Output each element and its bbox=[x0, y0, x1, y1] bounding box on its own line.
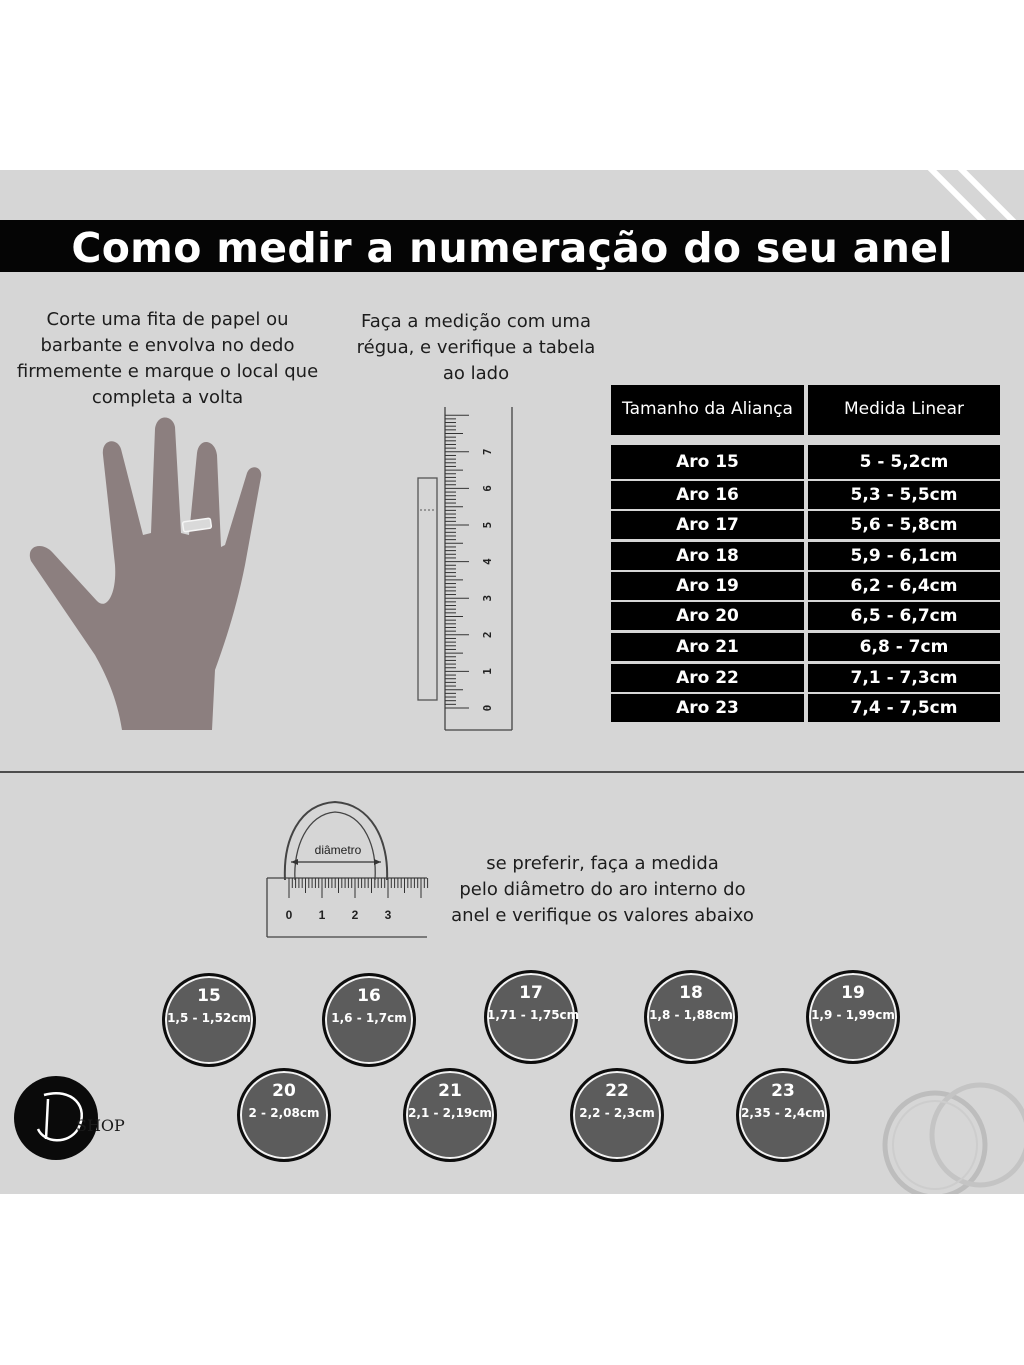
hand-illustration bbox=[29, 417, 262, 730]
size-circle-range: 2,35 - 2,4cm bbox=[741, 1106, 825, 1120]
table-cell-size: Aro 15 bbox=[611, 445, 804, 479]
table-cell-size: Aro 16 bbox=[611, 481, 804, 509]
size-circle-number: 23 bbox=[771, 1081, 795, 1101]
table-cell-size: Aro 23 bbox=[611, 694, 804, 722]
diameter-ruler-numbers: 0 1 2 3 bbox=[286, 908, 392, 922]
ruler-ticks bbox=[445, 414, 469, 709]
table-cell-measure: 5,3 - 5,5cm bbox=[808, 481, 1000, 509]
size-circle-range: 1,6 - 1,7cm bbox=[331, 1011, 407, 1025]
size-circle-range: 1,5 - 1,52cm bbox=[167, 1011, 251, 1025]
size-circle-number: 22 bbox=[605, 1081, 629, 1101]
size-circle-21: 21 2,1 - 2,19cm bbox=[403, 1068, 497, 1162]
size-circle-number: 20 bbox=[272, 1081, 296, 1101]
table-cell-size: Aro 22 bbox=[611, 664, 804, 692]
ruler-numbers: 0 1 2 3 4 5 6 7 bbox=[481, 448, 494, 711]
title-banner bbox=[0, 220, 1024, 272]
table-cell-measure: 5,9 - 6,1cm bbox=[808, 542, 1000, 570]
table-cell-measure: 6,8 - 7cm bbox=[808, 633, 1000, 661]
table-header-size: Tamanho da Aliança bbox=[611, 385, 804, 435]
size-circle-20: 20 2 - 2,08cm bbox=[237, 1068, 331, 1162]
size-circle-16: 16 1,6 - 1,7cm bbox=[322, 973, 416, 1067]
ring-size-guide-panel: Como medir a numeração do seu anel Corte… bbox=[0, 170, 1024, 1194]
size-circle-17: 17 1,71 - 1,75cm bbox=[484, 970, 580, 1064]
table-cell-measure: 5,6 - 5,8cm bbox=[808, 511, 1000, 539]
ruler-number: 0 bbox=[481, 705, 494, 712]
size-circle-15: 15 1,5 - 1,52cm bbox=[162, 973, 256, 1067]
ruler-number: 7 bbox=[481, 448, 494, 455]
size-circle-number: 21 bbox=[438, 1081, 462, 1101]
table-cell-size: Aro 21 bbox=[611, 633, 804, 661]
size-circle-22: 22 2,2 - 2,3cm bbox=[570, 1068, 664, 1162]
diameter-number: 1 bbox=[319, 908, 326, 922]
size-circle-number: 17 bbox=[519, 983, 543, 1003]
ruler-number: 2 bbox=[481, 631, 494, 638]
size-circle-range: 1,8 - 1,88cm bbox=[649, 1008, 733, 1022]
table-cell-size: Aro 20 bbox=[611, 602, 804, 630]
table-cell-measure: 7,1 - 7,3cm bbox=[808, 664, 1000, 692]
diameter-ruler-ticks bbox=[288, 878, 429, 898]
table-cell-measure: 6,5 - 6,7cm bbox=[808, 602, 1000, 630]
size-circle-number: 16 bbox=[357, 986, 381, 1006]
shop-logo: SHOP bbox=[14, 1076, 125, 1160]
logo-text: SHOP bbox=[76, 1116, 125, 1135]
diameter-number: 3 bbox=[385, 908, 392, 922]
ruler-instruction: Faça a medição com uma régua, e verifiqu… bbox=[356, 311, 596, 384]
ruler-number: 1 bbox=[481, 668, 494, 675]
size-circle-range: 2 - 2,08cm bbox=[248, 1106, 320, 1120]
page-title: Como medir a numeração do seu anel bbox=[71, 224, 953, 272]
diameter-instruction: se preferir, faça a medida pelo diâmetro… bbox=[451, 853, 754, 926]
ring-diameter-diagram: diâmetro 0 1 2 3 bbox=[266, 800, 429, 938]
size-circle-range: 1,9 - 1,99cm bbox=[811, 1008, 895, 1022]
size-circle-18: 18 1,8 - 1,88cm bbox=[644, 970, 738, 1064]
diameter-number: 2 bbox=[352, 908, 359, 922]
section-divider bbox=[0, 771, 1024, 773]
size-circle-number: 19 bbox=[841, 983, 865, 1003]
size-circle-19: 19 1,9 - 1,99cm bbox=[806, 970, 900, 1064]
ruler-number: 4 bbox=[481, 558, 494, 565]
table-cell-size: Aro 17 bbox=[611, 511, 804, 539]
size-circle-23: 23 2,35 - 2,4cm bbox=[736, 1068, 830, 1162]
paper-strip-instruction: Corte uma fita de papel ou barbante e en… bbox=[16, 309, 319, 408]
size-circle-number: 15 bbox=[197, 986, 221, 1006]
wedding-rings-watermark bbox=[882, 1082, 1024, 1194]
table-cell-size: Aro 18 bbox=[611, 542, 804, 570]
ruler-number: 6 bbox=[481, 485, 494, 492]
size-circle-range: 2,1 - 2,19cm bbox=[408, 1106, 492, 1120]
table-header-measure: Medida Linear bbox=[808, 385, 1000, 435]
size-circle-range: 1,71 - 1,75cm bbox=[487, 1008, 580, 1022]
ruler-number: 3 bbox=[481, 595, 494, 602]
table-cell-size: Aro 19 bbox=[611, 572, 804, 600]
diameter-label: diâmetro bbox=[315, 843, 362, 857]
ruler-number: 5 bbox=[481, 522, 494, 529]
ruler-illustration: 0 1 2 3 4 5 6 7 bbox=[417, 407, 513, 731]
table-cell-measure: 5 - 5,2cm bbox=[808, 445, 1000, 479]
diameter-number: 0 bbox=[286, 908, 293, 922]
table-cell-measure: 7,4 - 7,5cm bbox=[808, 694, 1000, 722]
size-circle-number: 18 bbox=[679, 983, 703, 1003]
size-circle-range: 2,2 - 2,3cm bbox=[579, 1106, 655, 1120]
table-cell-measure: 6,2 - 6,4cm bbox=[808, 572, 1000, 600]
